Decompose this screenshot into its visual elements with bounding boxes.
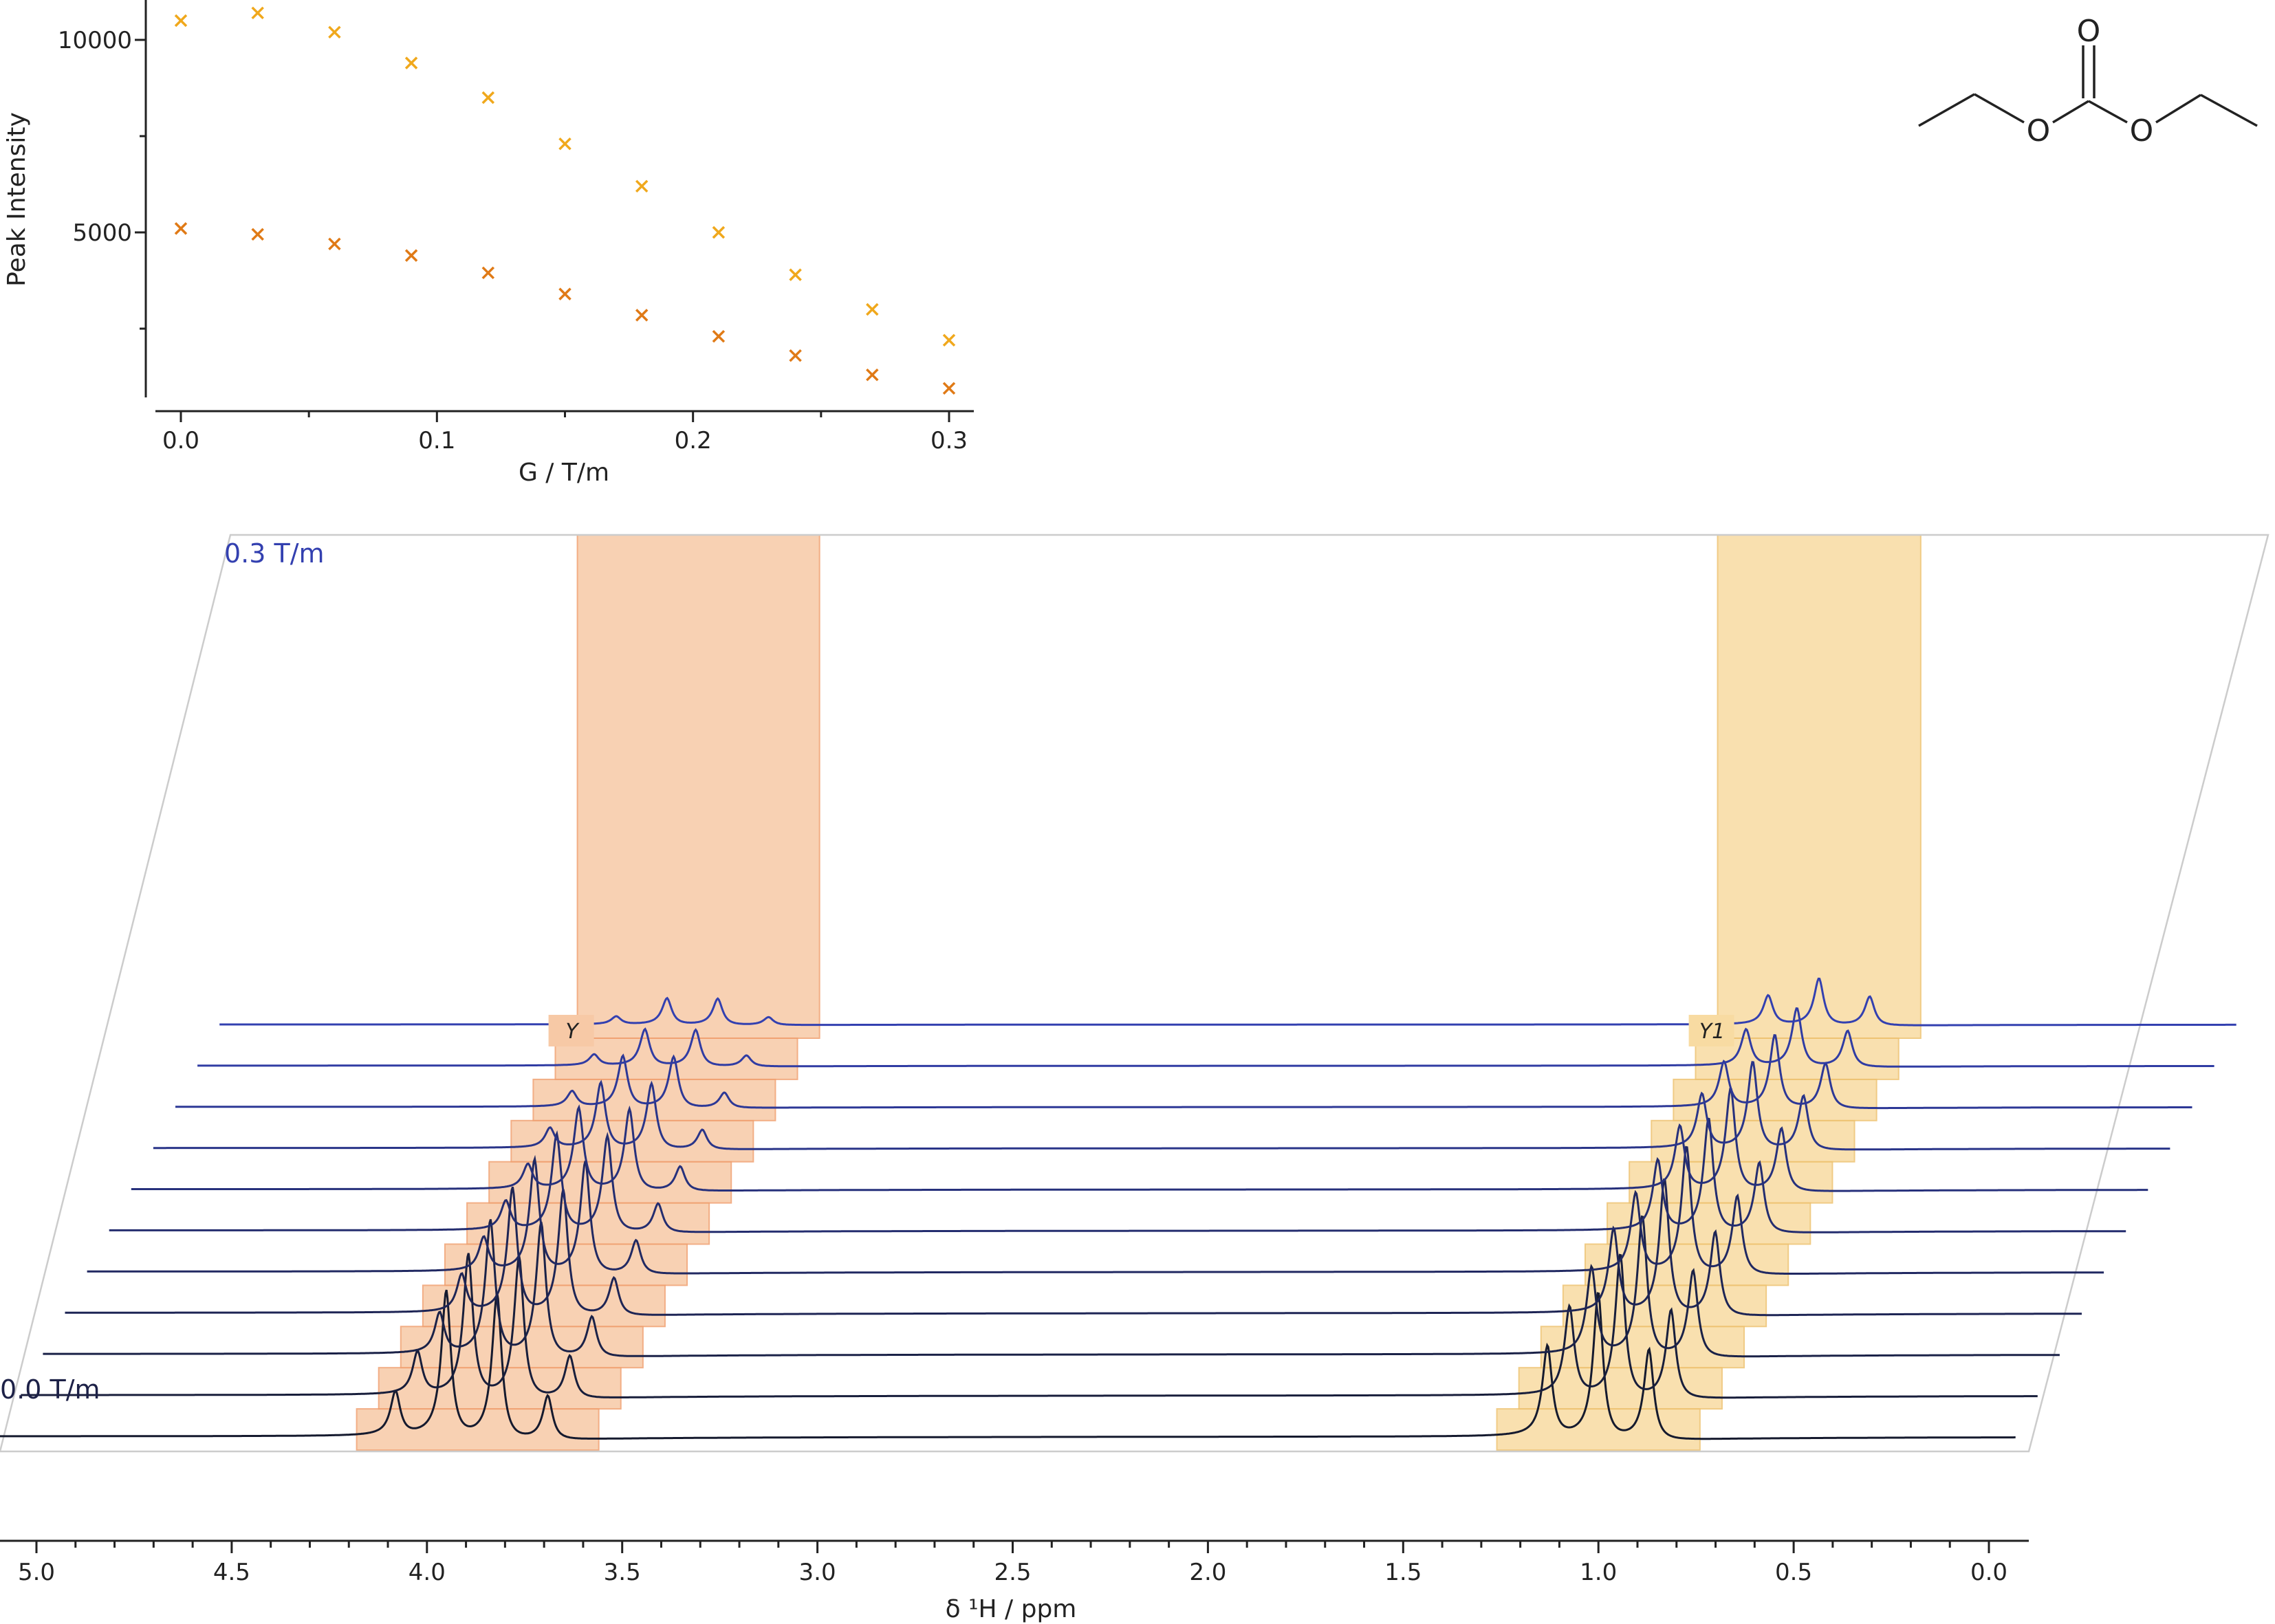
intensity-scatter-plot: 5000 10000 0.0 0.1 0.2 0.3 G / T/m Peak Inte… <box>3 0 974 487</box>
bond <box>2200 94 2258 127</box>
spectrum-trace <box>219 977 2236 1027</box>
band-Y-step <box>400 1326 644 1369</box>
scatter-point <box>328 237 341 251</box>
highlight-bands <box>356 534 1922 1451</box>
spectrum-trace <box>197 1007 2214 1068</box>
spectrum-trace <box>175 1034 2192 1110</box>
bond <box>2088 100 2128 124</box>
scatter-point <box>481 266 495 280</box>
spectrum-trace <box>109 1117 2126 1233</box>
scatter-point <box>174 222 188 235</box>
stacked-nmr-spectra: Y Y1 0.0 T/m 0.3 T/m 5.0 4.5 4.0 3.5 3.0 2.5 2.… <box>0 534 2269 1623</box>
spectra-traces <box>0 977 2236 1440</box>
scatter-y-label: Peak Intensity <box>3 112 31 287</box>
spectrum-trace <box>21 1253 2038 1399</box>
band-label-Y1: Y1 <box>1699 1020 1725 1044</box>
y-tick-label: 10000 <box>58 27 132 54</box>
band-Y-step <box>422 1284 666 1328</box>
ppm-tick-label: 2.0 <box>1189 1559 1226 1586</box>
ppm-tick-label: 3.5 <box>604 1559 641 1586</box>
scatter-point <box>789 268 802 281</box>
scatter-point <box>558 137 572 151</box>
band-Y1-step <box>1540 1326 1745 1369</box>
scatter-point <box>481 91 495 105</box>
scatter-x-label: G / T/m <box>519 459 609 487</box>
spectrum-trace <box>43 1215 2060 1358</box>
bond <box>2052 100 2089 124</box>
scatter-point <box>251 6 264 20</box>
gradient-label-last: 0.3 T/m <box>224 538 325 569</box>
scatter-point <box>942 382 956 395</box>
band-labels: Y Y1 <box>548 1015 1734 1046</box>
scatter-point <box>404 249 418 262</box>
band-Y1-step <box>1518 1367 1723 1410</box>
band-Y1-step <box>1584 1243 1789 1286</box>
atom-o-ester-left: O <box>2027 113 2051 149</box>
band-Y1-step <box>1717 534 1922 1039</box>
stack-frame <box>0 534 2269 1453</box>
x-tick-label: 0.3 <box>930 427 968 454</box>
spectrum-trace <box>153 1061 2170 1151</box>
band-Y-step <box>466 1202 710 1245</box>
ppm-tick-label: 2.5 <box>994 1559 1031 1586</box>
spectrum-trace <box>87 1145 2104 1275</box>
ppm-tick-label: 4.5 <box>213 1559 250 1586</box>
scatter-point <box>635 179 649 193</box>
stack-frame-outline <box>0 534 2269 1453</box>
scatter-point <box>942 333 956 347</box>
scatter-x-ticks: 0.0 0.1 0.2 0.3 <box>162 411 968 454</box>
band-Y-step <box>576 534 820 1039</box>
ppm-tick-label: 3.0 <box>799 1559 836 1586</box>
scatter-point <box>712 226 726 239</box>
band-Y1-step <box>1496 1408 1701 1451</box>
scatter-point <box>789 349 802 362</box>
scatter-point <box>558 287 572 300</box>
band-label-tab <box>548 1015 594 1046</box>
ppm-tick-label: 0.0 <box>1970 1559 2007 1586</box>
scatter-point <box>404 56 418 69</box>
ppm-tick-label: 1.5 <box>1384 1559 1422 1586</box>
bond <box>1918 93 1975 127</box>
scatter-point <box>251 228 264 241</box>
scatter-point <box>635 309 649 322</box>
band-Y-step <box>356 1408 600 1451</box>
y-tick-label: 5000 <box>72 219 132 247</box>
spectrum-trace <box>0 1289 2016 1440</box>
bond <box>2155 94 2201 124</box>
ppm-axis-ticks: 5.0 4.5 4.0 3.5 3.0 2.5 2.0 1.5 1.0 0.5 0.0 <box>18 1541 2007 1586</box>
ppm-tick-label: 4.0 <box>409 1559 446 1586</box>
scatter-point <box>866 303 879 316</box>
scatter-y-ticks: 5000 10000 <box>58 27 146 330</box>
band-Y-step <box>444 1243 688 1286</box>
ppm-tick-label: 1.0 <box>1580 1559 1617 1586</box>
gradient-label-first: 0.0 T/m <box>0 1374 100 1405</box>
ppm-axis-label: δ ¹H / ppm <box>946 1595 1077 1623</box>
atom-o-ester-right: O <box>2130 113 2154 149</box>
spectrum-trace <box>131 1088 2148 1192</box>
bond <box>1974 93 2025 124</box>
band-Y-step <box>378 1367 622 1410</box>
scatter-point <box>328 25 341 39</box>
ppm-tick-label: 5.0 <box>18 1559 55 1586</box>
scatter-point <box>866 368 879 382</box>
ppm-tick-label: 0.5 <box>1775 1559 1812 1586</box>
x-tick-label: 0.1 <box>418 427 455 454</box>
atom-o-carbonyl: O <box>2077 14 2101 49</box>
x-tick-label: 0.0 <box>162 427 199 454</box>
band-Y1-step <box>1651 1119 1855 1163</box>
scatter-point <box>174 14 188 28</box>
band-label-tab <box>1688 1015 1734 1046</box>
spectrum-trace <box>65 1178 2082 1317</box>
x-tick-label: 0.2 <box>675 427 712 454</box>
scatter-points <box>174 6 956 395</box>
scatter-point <box>712 329 726 343</box>
band-label-Y: Y <box>565 1020 580 1044</box>
molecule-structure: O O O <box>1918 14 2258 149</box>
